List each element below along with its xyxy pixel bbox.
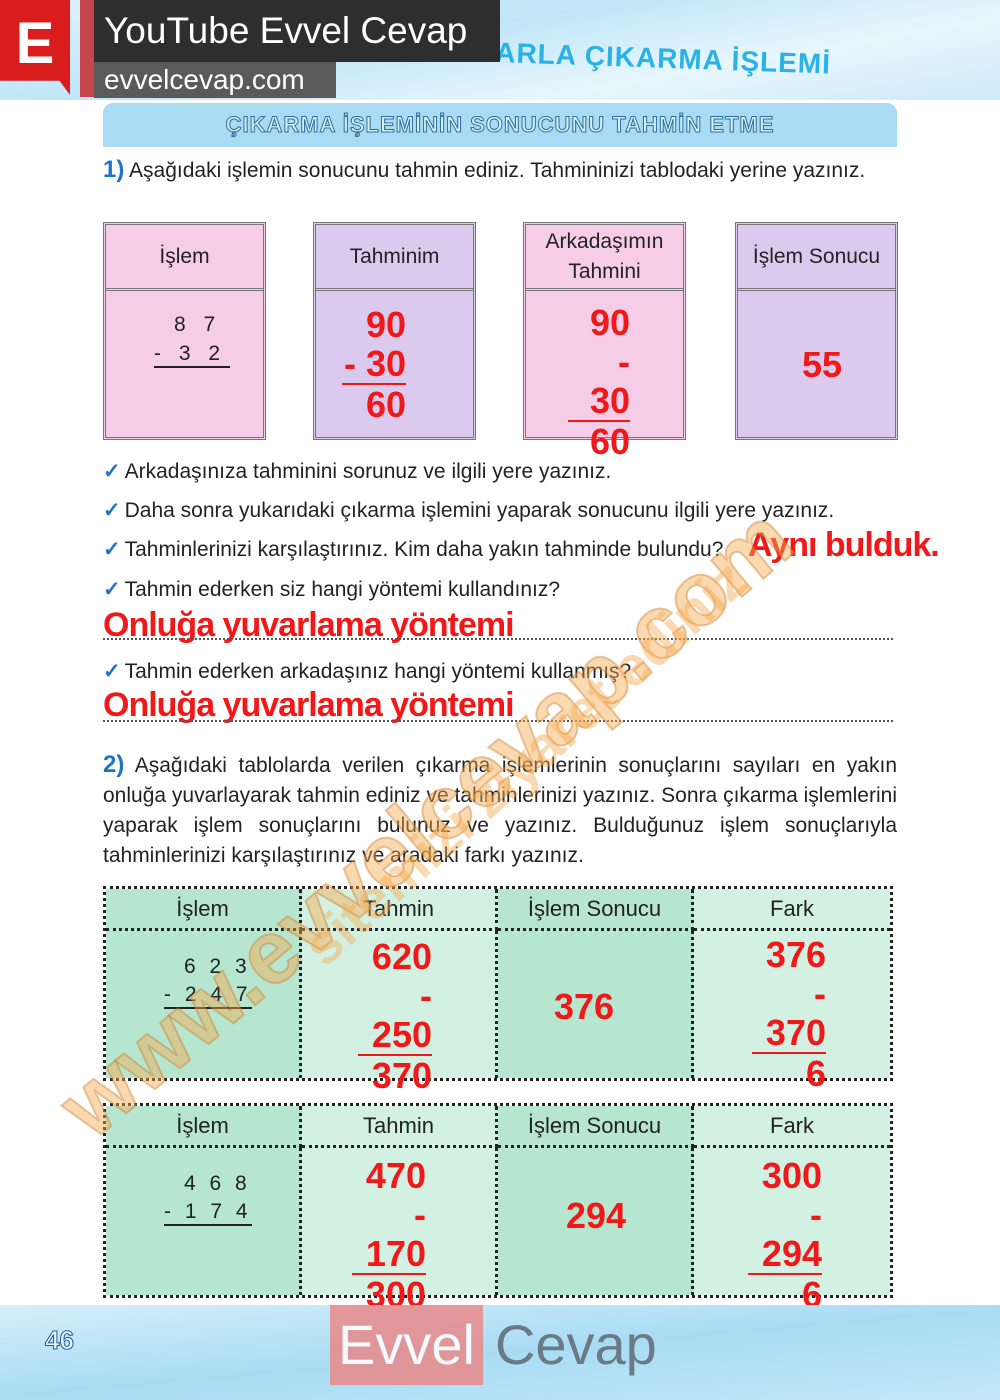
col-header: Tahmin <box>302 1106 498 1148</box>
logo-part: Cevap <box>494 1313 657 1376</box>
estimate-2: - 170 <box>352 1195 426 1275</box>
diff-result: 6 <box>801 1274 822 1315</box>
bullet-3: ✓ Tahminlerinizi karşılaştırınız. Kim dah… <box>103 535 723 565</box>
logo: E <box>0 0 70 95</box>
diff-2: - 294 <box>748 1195 822 1275</box>
bullet-1: ✓ Arkadaşınıza tahminini sorunuz ve ilgil… <box>103 457 611 487</box>
table-1: İşlem Tahmin İşlem Sonucu Fark 6 2 3 - 2… <box>103 886 893 1095</box>
result: 55 <box>802 344 843 385</box>
check-icon: ✓ <box>103 499 121 522</box>
operand-1: 8 7 <box>174 313 222 336</box>
question-number: 2) <box>103 751 125 778</box>
bullet-text: Daha sonra yukarıdaki çıkarma işlemini y… <box>124 499 835 522</box>
operand-2: - 3 2 <box>154 342 231 368</box>
col-header: İşlem <box>106 889 302 931</box>
check-icon: ✓ <box>103 460 121 483</box>
bullet-text: Arkadaşınıza tahminini sorunuz ve ilgili… <box>124 460 612 483</box>
answer-line <box>103 720 893 722</box>
col-header: İşlem <box>106 1106 302 1148</box>
cell-sonuc: 376 <box>498 931 694 1078</box>
diff-result: 6 <box>805 1053 826 1094</box>
answer-line <box>103 638 893 640</box>
friend-estimate-2: - 30 <box>568 342 630 422</box>
operand-2: - 1 7 4 <box>164 1200 252 1226</box>
footer-background <box>0 1305 1000 1400</box>
box-title: Tahminim <box>316 225 473 291</box>
cell-islem: 6 2 3 - 2 4 7 <box>106 931 302 1078</box>
operand-1: 6 2 3 <box>184 955 251 978</box>
cell-tahmin: 620- 250 370 <box>302 931 498 1095</box>
operand-2: - 2 4 7 <box>164 983 252 1009</box>
estimate-result: 60 <box>365 384 406 425</box>
question-text: Aşağıdaki tablolarda verilen çıkarma işl… <box>103 754 897 867</box>
page-number: 46 <box>45 1325 75 1356</box>
diff-2: - 370 <box>752 974 826 1054</box>
question-number: 1) <box>103 156 125 183</box>
estimate-result: 370 <box>371 1055 432 1096</box>
channel-name: YouTube Evvel Cevap <box>94 0 500 62</box>
bullet-2: ✓ Daha sonra yukarıdaki çıkarma işlemini … <box>103 496 834 526</box>
box-title: İşlem <box>106 225 263 291</box>
box-sonuc: İşlem Sonucu 55 <box>735 222 898 440</box>
box-islem: İşlem 8 7 - 3 2 <box>103 222 266 440</box>
estimate-2: - 30 <box>342 343 406 385</box>
cell-fark: 376- 370 6 <box>694 931 890 1093</box>
estimate-2: - 250 <box>358 976 432 1056</box>
bullet-text: Tahminlerinizi karşılaştırınız. Kim daha… <box>124 538 724 561</box>
estimate-1: 470 <box>365 1155 426 1196</box>
box-arkadas: Arkadaşımın Tahmini 90 - 30 60 <box>523 222 686 461</box>
result: 376 <box>554 986 615 1027</box>
answer-own-method: Onluğa yuvarlama yöntemi <box>103 606 515 644</box>
col-header: Fark <box>694 1106 890 1148</box>
col-header: İşlem Sonucu <box>498 1106 694 1148</box>
diff-1: 376 <box>765 934 826 975</box>
friend-estimate-1: 90 <box>589 302 630 343</box>
answer-friend-method: Onluğa yuvarlama yöntemi <box>103 686 515 724</box>
question-2: 2) Aşağıdaki tablolarda verilen çıkarma … <box>103 750 897 871</box>
question-1: 1) Aşağıdaki işlemin sonucunu tahmin edi… <box>103 155 897 186</box>
col-header: İşlem Sonucu <box>498 889 694 931</box>
col-header: Fark <box>694 889 890 931</box>
cell-sonuc: 294 <box>498 1148 694 1295</box>
check-icon: ✓ <box>103 578 121 601</box>
footer-logo: Evvel Cevap <box>330 1305 657 1385</box>
col-header: Tahmin <box>302 889 498 931</box>
diff-1: 300 <box>761 1155 822 1196</box>
friend-estimate-result: 60 <box>589 421 630 462</box>
bullet-5: ✓ Tahmin ederken arkadaşınız hangi yöntem… <box>103 657 631 687</box>
bullet-4: ✓ Tahmin ederken siz hangi yöntemi kullan… <box>103 575 560 605</box>
question-text: Aşağıdaki işlemin sonucunu tahmin ediniz… <box>129 159 866 182</box>
operand-1: 4 6 8 <box>184 1172 251 1195</box>
site-url: evvelcevap.com <box>94 62 336 98</box>
box-title: İşlem Sonucu <box>738 225 895 291</box>
answer-compare: Aynı bulduk. <box>748 526 940 564</box>
box-title: Arkadaşımın Tahmini <box>526 225 683 291</box>
estimate-1: 620 <box>371 936 432 977</box>
section-title: ÇIKARMA İŞLEMİNİN SONUCUNU TAHMİN ETME <box>103 103 897 147</box>
logo-part: Evvel <box>330 1305 483 1385</box>
check-icon: ✓ <box>103 660 121 683</box>
result: 294 <box>566 1195 627 1236</box>
check-icon: ✓ <box>103 538 121 561</box>
cell-tahmin: 470- 170 300 <box>302 1148 498 1314</box>
cell-islem: 4 6 8 - 1 7 4 <box>106 1148 302 1295</box>
table-2: İşlem Tahmin İşlem Sonucu Fark 4 6 8 - 1… <box>103 1103 893 1314</box>
bullet-text: Tahmin ederken siz hangi yöntemi kulland… <box>124 578 561 601</box>
estimate-1: 90 <box>365 304 406 345</box>
cell-fark: 300- 294 6 <box>694 1148 890 1314</box>
logo-bar <box>80 0 94 97</box>
bullet-text: Tahmin ederken arkadaşınız hangi yöntemi… <box>124 660 632 683</box>
box-tahminim: Tahminim 90 - 30 60 <box>313 222 476 440</box>
